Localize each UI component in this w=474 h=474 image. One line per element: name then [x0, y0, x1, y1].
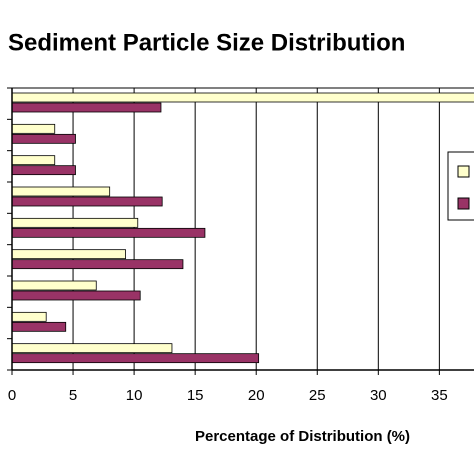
- x-tick-label: 0: [8, 387, 16, 404]
- x-tick-label: 20: [248, 387, 265, 404]
- bar: [12, 165, 76, 176]
- bar: [12, 290, 141, 301]
- bar: [12, 196, 163, 207]
- x-tick-label: 25: [309, 387, 326, 404]
- bar: [12, 123, 56, 134]
- x-tick-label: 30: [370, 387, 387, 404]
- x-tick-label: 10: [126, 387, 143, 404]
- legend: [447, 151, 474, 221]
- bar: [12, 186, 111, 197]
- x-tick-label: 5: [69, 387, 77, 404]
- bar: [12, 249, 126, 260]
- bar: [12, 321, 67, 332]
- bar: [12, 102, 162, 113]
- chart-title: Sediment Particle Size Distribution: [8, 29, 405, 56]
- bar: [12, 92, 474, 103]
- bar: [12, 133, 76, 144]
- bar: [12, 259, 184, 270]
- bar: [12, 311, 47, 322]
- legend-swatch: [457, 165, 470, 178]
- bar: [12, 155, 56, 166]
- x-tick-label: 35: [431, 387, 448, 404]
- bar: [12, 280, 97, 291]
- x-axis-label: Percentage of Distribution (%): [195, 428, 410, 445]
- bar: [12, 217, 139, 228]
- bar: [12, 343, 173, 354]
- bar: [12, 227, 206, 238]
- bar: [12, 353, 260, 364]
- legend-swatch: [457, 197, 470, 210]
- x-tick-label: 15: [187, 387, 204, 404]
